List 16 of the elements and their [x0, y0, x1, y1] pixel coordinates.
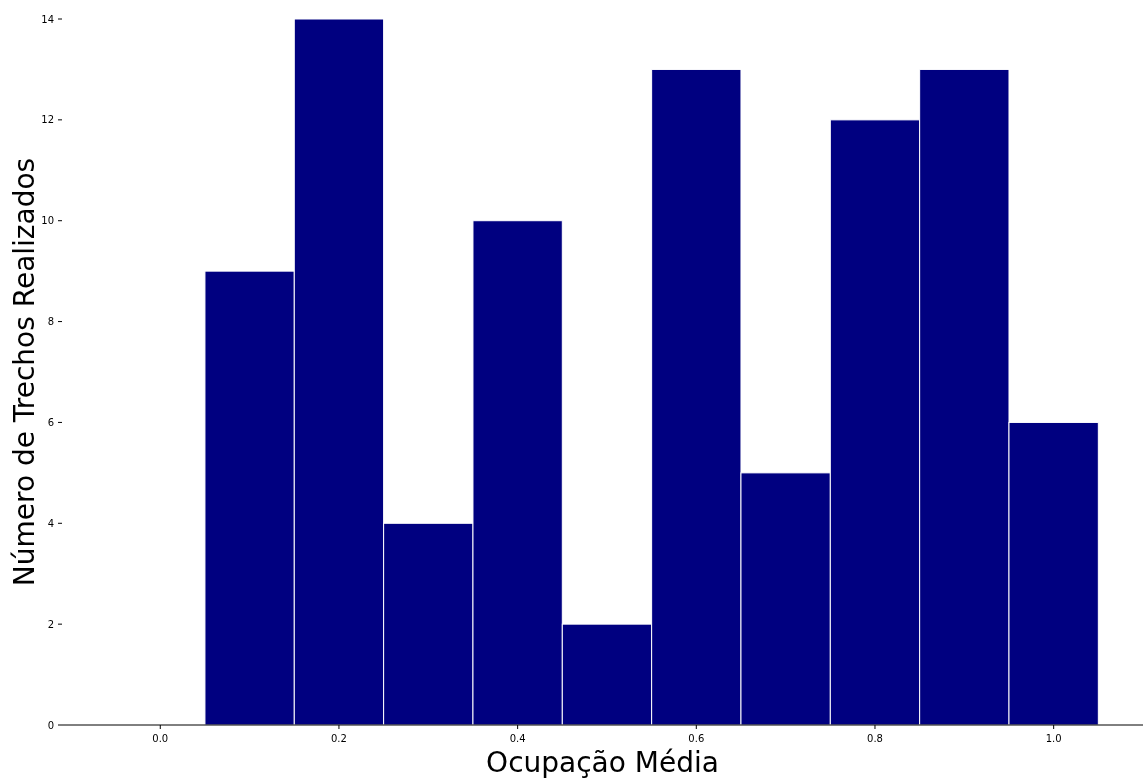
y-tick-label: 2 [47, 618, 54, 630]
y-tick-label: 14 [41, 13, 54, 25]
y-axis-title: Número de Trechos Realizados [8, 157, 41, 587]
y-tick-label: 4 [47, 517, 54, 529]
y-tick-label: 12 [41, 114, 54, 126]
x-tick-label: 0.2 [331, 733, 347, 744]
y-tick-label: 0 [47, 719, 54, 731]
y-tick-label: 10 [41, 215, 54, 227]
x-axis-title: Ocupação Média [486, 746, 719, 778]
x-tick-label: 0.6 [688, 733, 705, 744]
y-tick-label: 8 [47, 316, 54, 328]
x-tick-label: 1.0 [1045, 733, 1062, 744]
x-tick-label: 0.8 [867, 733, 883, 744]
x-tick-label: 0.4 [509, 733, 526, 744]
y-tick-label: 6 [47, 416, 54, 428]
x-tick-label: 0.0 [152, 733, 169, 744]
